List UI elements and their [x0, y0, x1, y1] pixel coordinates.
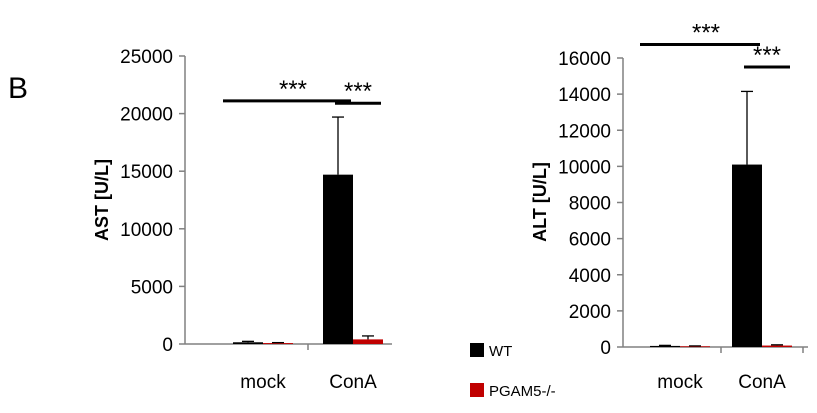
- y-tick-label: 5000: [131, 277, 173, 298]
- legend-swatch-pgam5: [470, 383, 484, 397]
- y-tick-label: 15000: [120, 162, 173, 183]
- y-axis-label: ALT [U/L]: [530, 162, 550, 242]
- y-tick-label: 0: [162, 335, 173, 356]
- x-tick-label: ConA: [329, 372, 377, 393]
- legend-swatch-wt: [470, 343, 484, 357]
- x-tick-label: mock: [657, 372, 703, 393]
- bar-wt-mock: [233, 342, 263, 344]
- legend-label-pgam5: PGAM5-/-: [489, 383, 556, 400]
- y-tick-label: 10000: [558, 157, 611, 178]
- y-tick-label: 12000: [558, 121, 611, 142]
- x-tick-label: ConA: [738, 372, 786, 393]
- bar-pgam5--cona: [353, 339, 383, 344]
- significance-label: ***: [753, 42, 781, 69]
- bar-wt-cona: [732, 164, 762, 347]
- y-tick-label: 10000: [120, 220, 173, 241]
- x-tick-label: mock: [240, 372, 286, 393]
- y-axis-label: AST [U/L]: [92, 159, 112, 241]
- y-tick-label: 14000: [558, 85, 611, 106]
- ast-chart: AST [U/L] 0 5000 10000 15000 20000 25000 mock Co…: [92, 47, 392, 393]
- y-tick-label: 6000: [569, 230, 611, 251]
- panel-label: B: [8, 72, 28, 105]
- alt-chart: ALT [U/L] 0 2000 4000 6000 8000 10000 12000 1400…: [530, 19, 808, 393]
- y-tick-label: 20000: [120, 105, 173, 126]
- y-tick-label: 4000: [569, 266, 611, 287]
- y-tick-label: 16000: [558, 49, 611, 70]
- legend-label-wt: WT: [489, 343, 512, 360]
- significance-label: ***: [692, 19, 720, 46]
- significance-label: ***: [279, 76, 307, 103]
- bar-pgam5--mock: [263, 343, 293, 344]
- y-tick-label: 2000: [569, 302, 611, 323]
- y-tick-label: 8000: [569, 194, 611, 215]
- bar-pgam5--cona: [762, 345, 792, 347]
- bar-wt-cona: [323, 174, 353, 344]
- bar-wt-mock: [650, 345, 680, 347]
- legend: WT PGAM5-/-: [470, 343, 556, 400]
- y-tick-label: 0: [600, 338, 611, 359]
- bar-pgam5--mock: [680, 346, 710, 348]
- y-tick-label: 25000: [120, 47, 173, 68]
- significance-label: ***: [344, 78, 372, 105]
